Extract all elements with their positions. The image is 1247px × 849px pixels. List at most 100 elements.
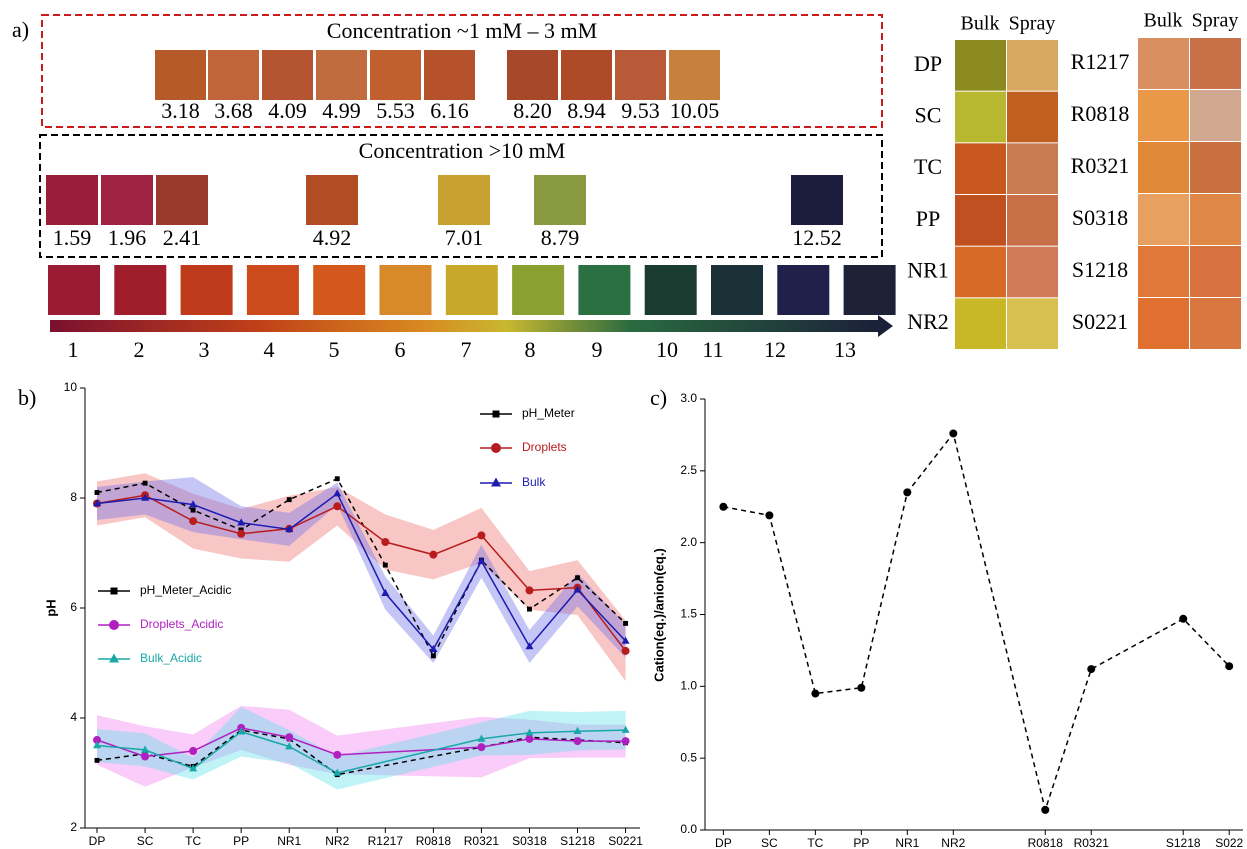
ph-label: 8.94 <box>567 98 606 123</box>
row-label: R1217 <box>1071 49 1130 74</box>
sample-swatch <box>1007 143 1058 194</box>
y-tick-label: 2 <box>70 820 77 834</box>
legend-marker <box>493 411 500 418</box>
color-swatch <box>507 50 558 100</box>
marker <box>811 690 819 698</box>
scale-label: 8 <box>525 337 536 362</box>
legend-label: pH_Meter <box>522 406 575 420</box>
color-swatch <box>561 50 612 100</box>
sample-swatch <box>955 247 1006 298</box>
marker <box>381 538 389 546</box>
marker <box>719 503 727 511</box>
panel-label: c) <box>650 385 667 410</box>
x-tick-label: DP <box>715 836 732 849</box>
marker <box>333 502 341 510</box>
ph-label: 4.99 <box>322 98 361 123</box>
legend-label: pH_Meter_Acidic <box>140 583 231 597</box>
marker <box>335 476 340 481</box>
sample-swatch <box>1138 142 1189 193</box>
scale-label: 9 <box>592 337 603 362</box>
y-tick-label: 10 <box>64 380 78 394</box>
marker <box>383 563 388 568</box>
ph-label: 10.05 <box>670 98 720 123</box>
color-swatch <box>438 175 490 225</box>
scale-label: 11 <box>702 337 723 362</box>
marker <box>237 530 245 538</box>
color-swatch <box>306 175 358 225</box>
y-tick-label: 0.5 <box>680 750 697 764</box>
legend-label: Bulk_Acidic <box>140 651 202 665</box>
scale-label: 4 <box>264 337 275 362</box>
scale-swatch <box>247 265 299 315</box>
x-tick-label: S0221 <box>608 834 643 848</box>
x-tick-label: S1218 <box>560 834 595 848</box>
scale-swatch <box>380 265 432 315</box>
legend-marker <box>109 654 119 663</box>
row-label: TC <box>914 154 942 179</box>
marker <box>1087 665 1095 673</box>
x-tick-label: PP <box>233 834 249 848</box>
y-tick-label: 3.0 <box>680 391 697 405</box>
x-tick-label: SC <box>137 834 154 848</box>
x-tick-label: NR1 <box>277 834 301 848</box>
color-swatch <box>669 50 720 100</box>
scale-swatch <box>181 265 233 315</box>
marker <box>525 586 533 594</box>
series-line <box>723 433 1229 809</box>
marker <box>189 747 197 755</box>
panel-label: a) <box>12 17 29 42</box>
marker <box>765 511 773 519</box>
x-tick-label: R0321 <box>464 834 500 848</box>
y-axis-label: pH <box>43 599 58 616</box>
sample-swatch <box>1138 38 1189 89</box>
scale-swatch <box>512 265 564 315</box>
ph-label: 1.59 <box>53 225 92 250</box>
sample-swatch <box>1190 246 1241 297</box>
arrow-head <box>878 315 893 337</box>
x-tick-label: TC <box>807 836 823 849</box>
marker <box>574 737 582 745</box>
marker <box>109 654 119 663</box>
y-tick-label: 2.5 <box>680 463 697 477</box>
marker <box>285 733 293 741</box>
sample-swatch <box>1007 92 1058 143</box>
marker <box>95 758 100 763</box>
marker <box>189 517 197 525</box>
scale-swatch <box>114 265 166 315</box>
marker <box>477 743 485 751</box>
ph-label: 9.53 <box>621 98 660 123</box>
sample-swatch <box>1007 298 1058 349</box>
row-label: NR2 <box>907 309 949 334</box>
marker <box>429 551 437 559</box>
marker <box>527 607 532 612</box>
x-tick-label: R0321 <box>1074 836 1110 849</box>
legend-marker <box>111 588 118 595</box>
row-label: R0818 <box>1071 101 1130 126</box>
color-swatch <box>615 50 666 100</box>
x-tick-label: S022 <box>1215 836 1243 849</box>
ph-label: 3.68 <box>214 98 253 123</box>
row-label: S0318 <box>1072 205 1128 230</box>
color-swatch <box>791 175 843 225</box>
column-header: Bulk <box>1144 10 1183 32</box>
sample-swatch <box>1138 246 1189 297</box>
x-tick-label: PP <box>853 836 869 849</box>
column-header: Bulk <box>961 13 1000 35</box>
scale-label: 5 <box>329 337 340 362</box>
ph-label: 8.79 <box>541 225 580 250</box>
ph-label: 6.16 <box>430 98 469 123</box>
y-tick-label: 1.5 <box>680 607 697 621</box>
sample-swatch <box>955 143 1006 194</box>
scale-label: 10 <box>656 337 678 362</box>
row-label: PP <box>916 206 940 231</box>
y-tick-label: 0.0 <box>680 822 697 836</box>
sample-swatch <box>1138 90 1189 141</box>
sample-swatch <box>955 92 1006 143</box>
scale-label: 12 <box>764 337 786 362</box>
marker <box>287 497 292 502</box>
marker <box>622 647 630 655</box>
scale-swatch <box>313 265 365 315</box>
marker <box>333 751 341 759</box>
ph-label: 8.20 <box>513 98 552 123</box>
legend-marker <box>491 443 501 453</box>
